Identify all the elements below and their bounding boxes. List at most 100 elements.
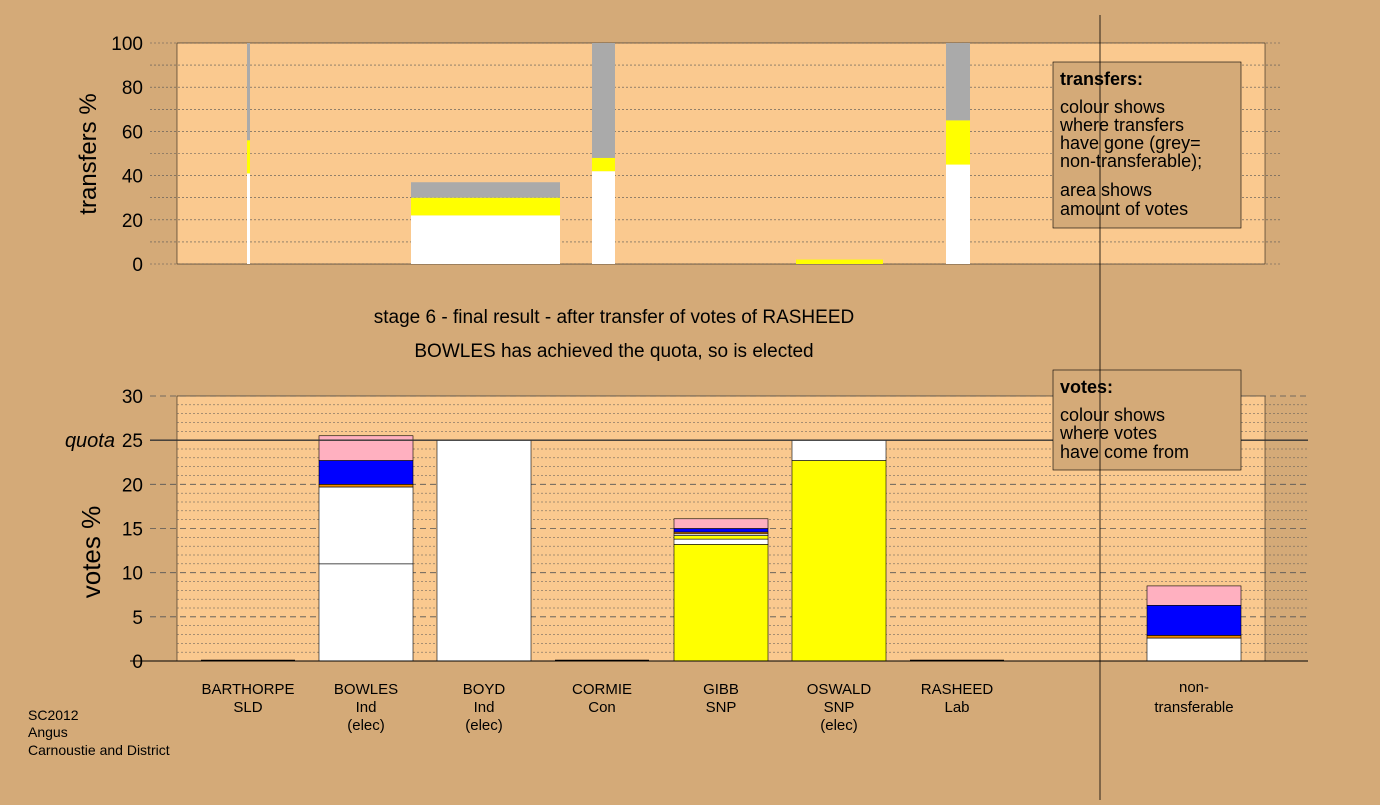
transfers-legend-line: non-transferable); — [1060, 151, 1202, 171]
transfers-panel: 0 20 40 60 80 100 transfers % transfers: colo… — [75, 34, 1280, 276]
footer-election: SC2012 — [28, 707, 79, 723]
footer-ward: Carnoustie and District — [28, 742, 170, 758]
candidate-party: SNP — [824, 699, 855, 716]
y-tick-label: 10 — [122, 564, 143, 585]
vote-bar-segment — [673, 518, 769, 529]
y-tick-label: 80 — [122, 78, 143, 99]
candidate-name: non- — [1179, 679, 1209, 696]
transfers-legend-line: where transfers — [1059, 115, 1184, 135]
candidate-party: transferable — [1154, 699, 1233, 716]
transfers-legend-line: area shows — [1060, 180, 1152, 200]
footer: SC2012 Angus Carnoustie and District — [28, 707, 170, 758]
transfer-bar-segment — [796, 259, 883, 264]
vote-bar-segment — [673, 544, 769, 662]
transfers-legend-box — [1052, 61, 1242, 229]
candidate-party: Ind — [356, 699, 377, 716]
candidate-label-boyd: BOYD Ind (elec) — [463, 681, 506, 734]
vote-bar-segment — [673, 528, 769, 533]
vote-bar-segment — [1146, 605, 1242, 636]
transfer-bar-segment — [946, 164, 970, 264]
y-tick-label: 40 — [122, 167, 143, 188]
candidate-label-oswald: OSWALD SNP (elec) — [807, 681, 872, 734]
transfer-bar-segment — [946, 120, 970, 165]
transfer-bar-segment — [411, 197, 560, 216]
vote-bar-segment — [1146, 637, 1242, 662]
candidate-status: (elec) — [820, 717, 858, 734]
y-tick-label: 25 — [122, 431, 143, 452]
y-tick-label: 60 — [122, 122, 143, 143]
candidate-label-gibb: GIBB SNP — [703, 681, 739, 716]
y-tick-label: 15 — [122, 520, 143, 541]
vote-bar-segment — [673, 538, 769, 545]
vote-bar-segment — [318, 435, 414, 461]
candidate-labels: BARTHORPE SLD BOWLES Ind (elec) BOYD Ind… — [201, 679, 1233, 734]
transfer-bar-segment — [247, 173, 250, 264]
votes-legend-line: colour shows — [1060, 405, 1165, 425]
votes-panel: 0 5 10 15 20 30 25 quota votes % votes: colour… — [65, 369, 1308, 673]
candidate-party: Con — [588, 699, 616, 716]
transfer-bar-segment — [247, 140, 250, 174]
transfers-y-ticks: 0 20 40 60 80 100 — [111, 34, 143, 276]
vote-bar-segment — [673, 535, 769, 540]
vote-bar-segment — [318, 484, 414, 488]
y-tick-label: 30 — [122, 387, 143, 408]
candidate-party: Ind — [474, 699, 495, 716]
transfer-bar-segment — [592, 43, 615, 158]
transfer-bar-segment — [946, 43, 970, 121]
candidate-name: BARTHORPE — [201, 681, 294, 698]
transfers-bars — [247, 43, 970, 264]
vote-bar-segment — [791, 439, 887, 461]
footer-council: Angus — [28, 724, 68, 740]
votes-y-ticks: 0 5 10 15 20 30 25 — [122, 387, 143, 673]
votes-legend: votes: colour shows where votes have com… — [1052, 369, 1242, 471]
transfers-legend-title: transfers: — [1060, 69, 1143, 89]
candidate-name: GIBB — [703, 681, 739, 698]
candidate-status: (elec) — [347, 717, 385, 734]
votes-legend-line: where votes — [1059, 423, 1157, 443]
candidate-name: BOWLES — [334, 681, 398, 698]
transfer-bar-segment — [592, 157, 615, 172]
candidate-name: CORMIE — [572, 681, 632, 698]
candidate-party: SLD — [233, 699, 262, 716]
quota-label: quota — [65, 430, 115, 452]
candidate-name: OSWALD — [807, 681, 872, 698]
votes-legend-line: have come from — [1060, 442, 1189, 462]
transfers-legend-line: have gone (grey= — [1060, 133, 1201, 153]
vote-bar-segment — [318, 460, 414, 485]
vote-bar-segment — [1146, 585, 1242, 606]
y-tick-label: 100 — [111, 34, 143, 55]
result-heading: BOWLES has achieved the quota, so is ele… — [414, 341, 813, 362]
candidate-label-rasheed: RASHEED Lab — [921, 681, 994, 716]
votes-legend-title: votes: — [1060, 377, 1113, 397]
y-tick-label: 0 — [132, 255, 143, 276]
y-tick-label: 5 — [132, 608, 143, 629]
y-tick-label: 20 — [122, 475, 143, 496]
transfers-y-axis-label: transfers % — [75, 93, 102, 214]
candidate-name: RASHEED — [921, 681, 994, 698]
candidate-party: Lab — [944, 699, 969, 716]
candidate-name: BOYD — [463, 681, 506, 698]
vote-bar-segment — [318, 486, 414, 565]
votes-y-axis-label: votes % — [76, 506, 106, 599]
votes-legend-box — [1052, 369, 1242, 471]
transfer-bar-segment — [411, 182, 560, 198]
vote-bar-segment — [1146, 635, 1242, 639]
candidate-label-barthorpe: BARTHORPE SLD — [201, 681, 294, 716]
vote-bar-segment — [791, 460, 887, 662]
candidate-label-bowles: BOWLES Ind (elec) — [334, 681, 398, 734]
transfers-legend: transfers: colour shows where transfers … — [1052, 61, 1242, 229]
transfers-legend-line: amount of votes — [1060, 199, 1188, 219]
y-tick-label: 0 — [132, 652, 143, 673]
vote-bar-segment — [318, 563, 414, 662]
transfer-bar-segment — [411, 215, 560, 264]
y-tick-label: 20 — [122, 211, 143, 232]
vote-bar-segment — [436, 439, 532, 662]
transfer-bar-segment — [247, 43, 250, 141]
transfers-legend-line: colour shows — [1060, 97, 1165, 117]
transfer-bar-segment — [592, 171, 615, 264]
candidate-label-non-transferable: non- transferable — [1154, 679, 1233, 716]
candidate-status: (elec) — [465, 717, 503, 734]
candidate-label-cormie: CORMIE Con — [572, 681, 632, 716]
candidate-party: SNP — [706, 699, 737, 716]
